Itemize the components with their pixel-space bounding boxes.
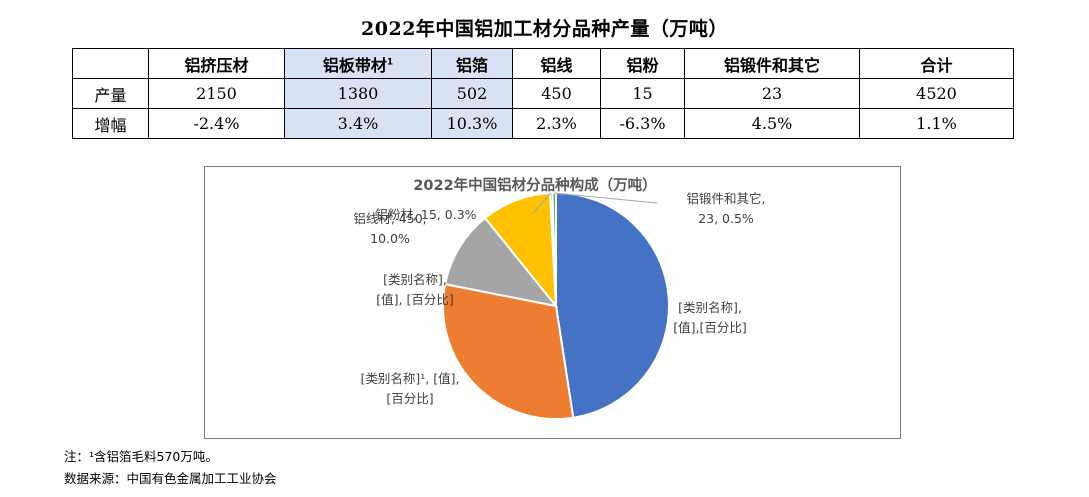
table-cell: 10.3% bbox=[431, 108, 513, 139]
data-label-line: [值], [百分比] bbox=[376, 292, 453, 307]
data-label-line: [类别名称], bbox=[383, 272, 447, 287]
data-label: [类别名称], [值], [百分比] bbox=[376, 272, 453, 307]
table-cell: 23 bbox=[684, 78, 860, 109]
slice-extrusion bbox=[555, 191, 670, 419]
table-cell: -6.3% bbox=[600, 108, 685, 139]
row-label-output: 产量 bbox=[72, 78, 149, 109]
data-label-line: [类别名称], bbox=[678, 300, 742, 315]
slice-foil bbox=[443, 216, 559, 308]
production-table: 铝挤压材 铝板带材1 铝箔 铝线 铝粉 铝锻件和其它 合计 产量 2150 13… bbox=[72, 48, 1014, 139]
data-label: 铝粉材, 15, 0.3% bbox=[375, 207, 476, 222]
table-cell: -2.4% bbox=[148, 108, 285, 139]
data-label-line: 铝粉材, 15, 0.3% bbox=[375, 207, 476, 222]
header-extrusion: 铝挤压材 bbox=[148, 48, 285, 79]
leader-line bbox=[554, 192, 658, 204]
table-cell: 2.3% bbox=[512, 108, 601, 139]
table-cell: 4.5% bbox=[684, 108, 860, 139]
table-cell: 1.1% bbox=[859, 108, 1014, 139]
data-label-line: [百分比] bbox=[386, 391, 433, 406]
data-label: [类别名称]¹, [值], [百分比] bbox=[361, 371, 460, 406]
table-row-growth: 增幅 -2.4% 3.4% 10.3% 2.3% -6.3% 4.5% 1.1% bbox=[72, 108, 1014, 139]
data-source-note: 数据来源：中国有色金属加工工业协会 bbox=[64, 471, 277, 486]
data-label: 铝线材, 450, 10.0% bbox=[353, 211, 426, 246]
slice-sheet-strip bbox=[442, 282, 575, 420]
table-title: 2022年中国铝加工材分品种产量（万吨） bbox=[361, 18, 728, 40]
header-foil: 铝箔 bbox=[431, 48, 513, 79]
header-powder: 铝粉 bbox=[600, 48, 685, 79]
table-header-row: 铝挤压材 铝板带材1 铝箔 铝线 铝粉 铝锻件和其它 合计 bbox=[72, 48, 1014, 79]
data-label: [类别名称], [值],[百分比] bbox=[673, 300, 746, 335]
data-label-line: 10.0% bbox=[370, 231, 410, 246]
data-label-line: [类别名称]¹, [值], bbox=[361, 371, 460, 386]
header-wire: 铝线 bbox=[512, 48, 601, 79]
row-label-growth: 增幅 bbox=[72, 108, 149, 139]
data-label: 铝锻件和其它, 23, 0.5% bbox=[687, 191, 766, 226]
pie-chart-frame: 2022年中国铝材分品种构成（万吨） [类别名称], [值],[百分比] [类别名称… bbox=[204, 166, 901, 439]
header-sheet-strip: 铝板带材1 bbox=[284, 48, 432, 79]
table-cell: 15 bbox=[600, 78, 685, 109]
table-cell: 4520 bbox=[859, 78, 1014, 109]
chart-title: 2022年中国铝材分品种构成（万吨） bbox=[413, 176, 656, 194]
header-note-mark: 1 bbox=[386, 57, 394, 68]
pie-chart: 2022年中国铝材分品种构成（万吨） [类别名称], [值],[百分比][类别名称… bbox=[353, 176, 766, 420]
data-label-line: 铝锻件和其它, bbox=[687, 191, 766, 206]
table-cell: 2150 bbox=[148, 78, 285, 109]
footnote: 注：¹含铝箔毛料570万吨。 bbox=[64, 449, 218, 464]
table-cell: 450 bbox=[512, 78, 601, 109]
header-sheet-strip-label: 铝板带材 bbox=[322, 55, 387, 75]
table-cell: 3.4% bbox=[284, 108, 432, 139]
table-row-output: 产量 2150 1380 502 450 15 23 4520 bbox=[72, 78, 1014, 109]
header-total: 合计 bbox=[859, 48, 1014, 79]
data-label-line: [值],[百分比] bbox=[673, 320, 746, 335]
header-forging-other: 铝锻件和其它 bbox=[684, 48, 860, 79]
data-label-line: 23, 0.5% bbox=[698, 211, 754, 226]
data-label-line: 铝线材, 450, bbox=[353, 211, 426, 226]
table-corner-cell bbox=[72, 48, 149, 79]
table-cell: 502 bbox=[431, 78, 513, 109]
table-cell: 1380 bbox=[284, 78, 432, 109]
leader-line bbox=[531, 192, 552, 215]
